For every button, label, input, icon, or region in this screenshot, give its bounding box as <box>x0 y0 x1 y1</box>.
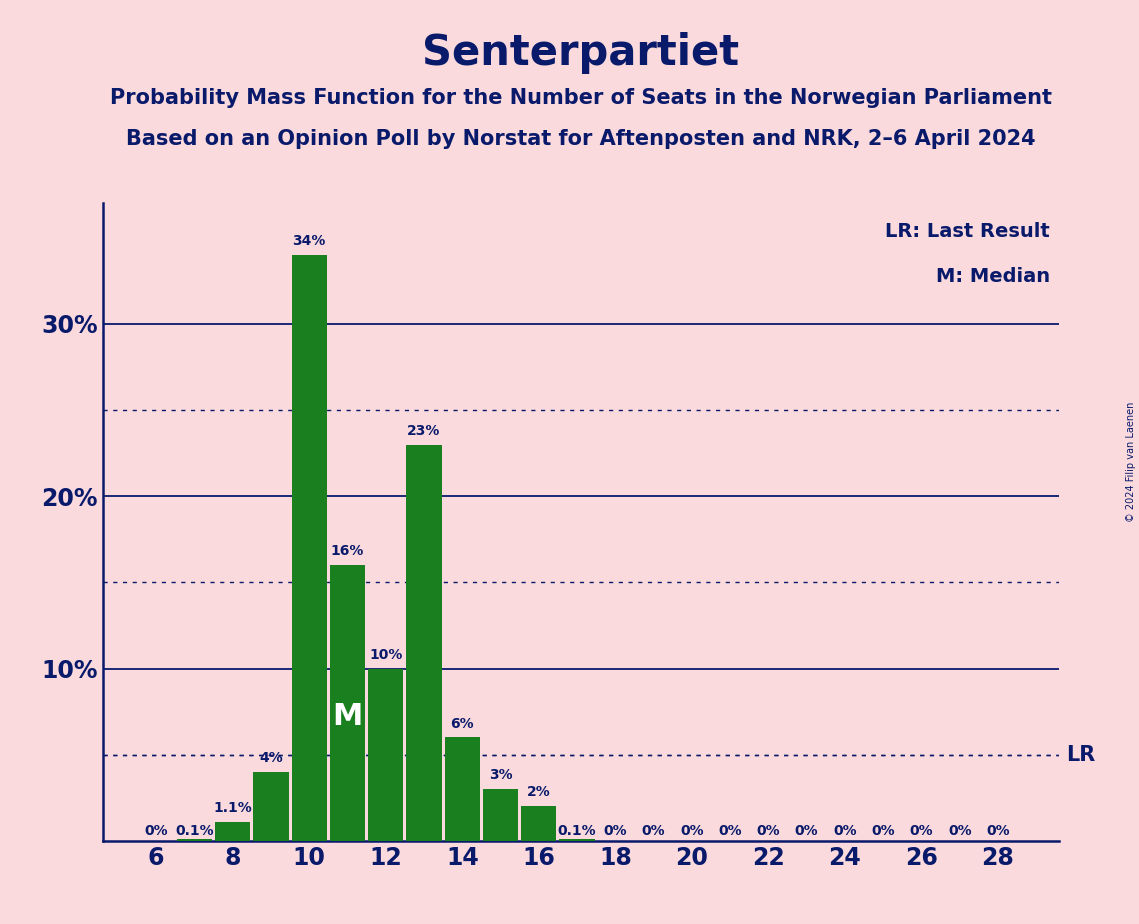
Text: 0%: 0% <box>833 824 857 838</box>
Text: M: Median: M: Median <box>935 267 1050 286</box>
Text: LR: Last Result: LR: Last Result <box>885 223 1050 241</box>
Bar <box>407 444 442 841</box>
Text: 3%: 3% <box>489 768 513 783</box>
Text: 16%: 16% <box>330 544 364 558</box>
Text: M: M <box>333 702 362 731</box>
Bar <box>559 839 595 841</box>
Text: 2%: 2% <box>527 785 550 799</box>
Text: 0%: 0% <box>719 824 741 838</box>
Bar <box>444 737 480 841</box>
Text: 6%: 6% <box>450 716 474 731</box>
Bar <box>330 565 364 841</box>
Bar <box>522 807 556 841</box>
Bar <box>483 789 518 841</box>
Text: Based on an Opinion Poll by Norstat for Aftenposten and NRK, 2–6 April 2024: Based on an Opinion Poll by Norstat for … <box>126 129 1035 150</box>
Text: 0%: 0% <box>680 824 704 838</box>
Text: 0%: 0% <box>756 824 780 838</box>
Text: 0%: 0% <box>641 824 665 838</box>
Bar <box>177 839 212 841</box>
Text: 10%: 10% <box>369 648 402 662</box>
Text: 0%: 0% <box>145 824 167 838</box>
Text: 0%: 0% <box>871 824 895 838</box>
Text: 34%: 34% <box>293 234 326 248</box>
Bar <box>292 255 327 841</box>
Bar <box>368 669 403 841</box>
Text: © 2024 Filip van Laenen: © 2024 Filip van Laenen <box>1126 402 1136 522</box>
Text: LR: LR <box>1066 745 1096 765</box>
Text: 0%: 0% <box>604 824 628 838</box>
Text: Senterpartiet: Senterpartiet <box>423 32 739 74</box>
Text: 0%: 0% <box>986 824 1010 838</box>
Text: 1.1%: 1.1% <box>213 801 252 815</box>
Text: 23%: 23% <box>408 423 441 438</box>
Bar <box>253 772 288 841</box>
Text: Probability Mass Function for the Number of Seats in the Norwegian Parliament: Probability Mass Function for the Number… <box>109 88 1052 108</box>
Bar <box>215 821 251 841</box>
Text: 0%: 0% <box>910 824 933 838</box>
Text: 0.1%: 0.1% <box>558 824 597 838</box>
Text: 0%: 0% <box>948 824 972 838</box>
Text: 4%: 4% <box>259 751 282 765</box>
Text: 0.1%: 0.1% <box>175 824 214 838</box>
Text: 0%: 0% <box>795 824 819 838</box>
